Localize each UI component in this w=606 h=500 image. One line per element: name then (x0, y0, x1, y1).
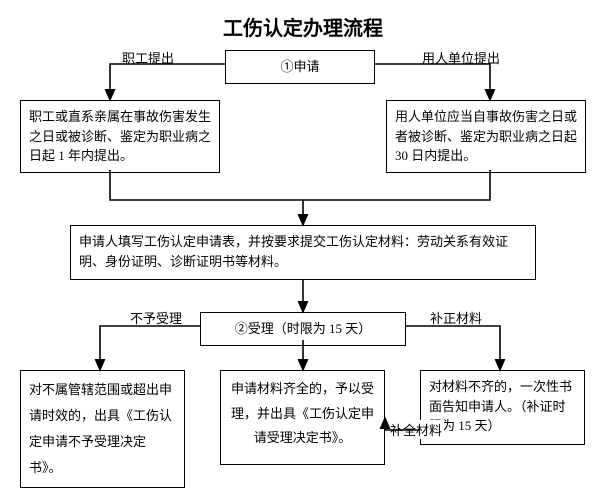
node-complete: 申请材料齐全的，予以受理，并出具《工伤认定申请受理决定书》。 (220, 370, 385, 465)
node-apply: ①申请 (225, 50, 375, 84)
label-supp2: 补全材料 (388, 420, 444, 439)
label-noacc: 不予受理 (128, 308, 184, 327)
node-unit-submit: 用人单位应当自事故伤害之日或者被诊断、鉴定为职业病之日起 30 日内提出。 (386, 100, 586, 173)
node-accept: ②受理（时限为 15 天） (200, 312, 406, 346)
label-supp: 补正材料 (428, 308, 484, 327)
label-emp: 职工提出 (120, 48, 176, 67)
node-reject: 对不属管辖范围或超出申请时效的，出具《工伤认定申请不予受理决定书》。 (20, 370, 185, 488)
page-title: 工伤认定办理流程 (0, 12, 606, 41)
node-emp-submit: 职工或直系亲属在事故伤害发生之日或被诊断、鉴定为职业病之日起 1 年内提出。 (20, 100, 220, 173)
label-unit: 用人单位提出 (420, 48, 502, 67)
node-materials: 申请人填写工伤认定申请表，并按要求提交工伤认定材料：劳动关系有效证明、身份证明、… (70, 225, 536, 280)
node-supplement: 对材料不齐的，一次性书面告知申请人。（补证时限为 15 天） (420, 370, 585, 445)
